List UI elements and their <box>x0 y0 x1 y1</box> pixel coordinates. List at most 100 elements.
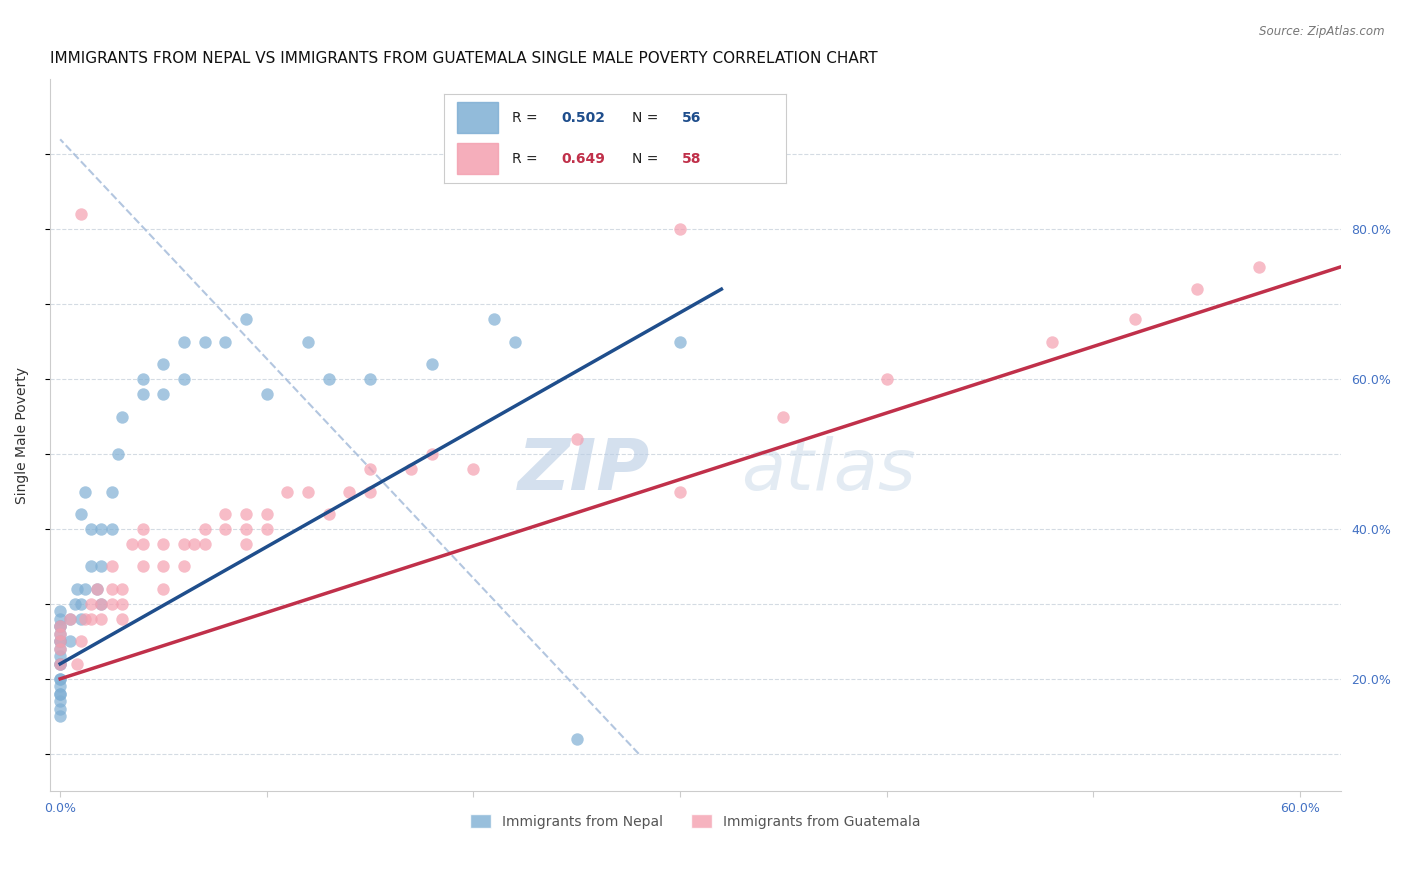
Point <box>101 484 124 499</box>
Point <box>1123 312 1146 326</box>
Point <box>256 507 278 521</box>
Point <box>132 559 155 574</box>
Point <box>173 537 195 551</box>
Point <box>669 334 692 349</box>
Point <box>173 372 195 386</box>
Point <box>318 507 340 521</box>
Point <box>49 604 72 618</box>
Point <box>49 709 72 723</box>
Point <box>90 597 112 611</box>
Text: IMMIGRANTS FROM NEPAL VS IMMIGRANTS FROM GUATEMALA SINGLE MALE POVERTY CORRELATI: IMMIGRANTS FROM NEPAL VS IMMIGRANTS FROM… <box>49 51 877 66</box>
Point <box>132 372 155 386</box>
Point <box>69 597 91 611</box>
Point <box>132 537 155 551</box>
Point <box>101 597 124 611</box>
Point <box>101 559 124 574</box>
Point <box>49 627 72 641</box>
Point <box>111 612 134 626</box>
Point <box>669 484 692 499</box>
Point <box>214 334 236 349</box>
Point <box>107 447 129 461</box>
Point <box>152 357 174 371</box>
Point <box>49 641 72 656</box>
Point <box>194 522 217 536</box>
Point <box>152 537 174 551</box>
Point <box>63 597 86 611</box>
Point <box>49 619 72 633</box>
Point <box>90 522 112 536</box>
Point <box>503 334 526 349</box>
Point <box>111 582 134 596</box>
Point <box>49 634 72 648</box>
Point <box>80 522 103 536</box>
Point <box>111 409 134 424</box>
Point <box>59 612 82 626</box>
Point <box>132 387 155 401</box>
Point <box>49 687 72 701</box>
Y-axis label: Single Male Poverty: Single Male Poverty <box>15 367 30 504</box>
Point <box>49 634 72 648</box>
Point <box>101 582 124 596</box>
Point <box>235 507 257 521</box>
Point <box>80 559 103 574</box>
Point <box>49 657 72 671</box>
Point <box>401 462 423 476</box>
Point <box>69 634 91 648</box>
Point <box>80 612 103 626</box>
Point <box>1040 334 1063 349</box>
Point <box>49 612 72 626</box>
Point <box>73 582 96 596</box>
Point <box>256 522 278 536</box>
Point <box>49 634 72 648</box>
Point <box>420 447 443 461</box>
Point <box>49 627 72 641</box>
Point <box>69 612 91 626</box>
Point <box>86 582 108 596</box>
Point <box>49 694 72 708</box>
Text: ZIP: ZIP <box>517 436 651 506</box>
Point <box>49 641 72 656</box>
Point <box>482 312 505 326</box>
Point <box>111 597 134 611</box>
Point <box>49 649 72 664</box>
Point <box>772 409 794 424</box>
Point <box>66 657 89 671</box>
Point <box>49 619 72 633</box>
Point <box>80 597 103 611</box>
Point <box>69 207 91 221</box>
Point <box>152 582 174 596</box>
Point <box>121 537 143 551</box>
Point <box>463 462 485 476</box>
Point <box>235 312 257 326</box>
Text: atlas: atlas <box>741 436 915 506</box>
Point <box>49 687 72 701</box>
Point <box>73 484 96 499</box>
Text: Source: ZipAtlas.com: Source: ZipAtlas.com <box>1260 25 1385 38</box>
Point <box>420 357 443 371</box>
Point <box>152 559 174 574</box>
Point <box>565 731 588 746</box>
Point <box>214 522 236 536</box>
Point <box>66 582 89 596</box>
Point <box>669 222 692 236</box>
Point <box>565 432 588 446</box>
Point <box>69 507 91 521</box>
Point <box>194 537 217 551</box>
Point <box>235 537 257 551</box>
Point <box>73 612 96 626</box>
Point <box>152 387 174 401</box>
Point <box>49 702 72 716</box>
Point <box>297 334 319 349</box>
Point <box>49 619 72 633</box>
Point <box>49 679 72 693</box>
Point <box>339 484 361 499</box>
Point <box>359 462 381 476</box>
Point <box>1185 282 1208 296</box>
Point <box>297 484 319 499</box>
Point <box>59 634 82 648</box>
Point <box>359 372 381 386</box>
Point <box>59 612 82 626</box>
Point <box>318 372 340 386</box>
Point <box>359 484 381 499</box>
Point <box>276 484 298 499</box>
